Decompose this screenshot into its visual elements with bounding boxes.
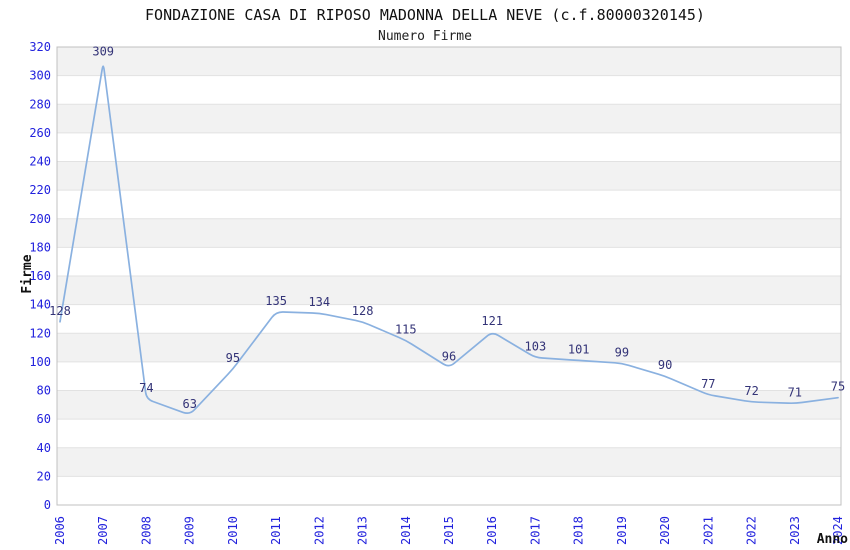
y-tick-label: 0 [44, 498, 51, 512]
x-tick-label: 2024 [831, 516, 845, 545]
chart-subtitle: Numero Firme [378, 29, 472, 44]
x-tick-label: 2011 [269, 516, 283, 545]
y-tick-label: 120 [29, 326, 51, 340]
plot-band [57, 161, 841, 191]
x-tick-label: 2014 [399, 516, 413, 545]
point-value-label: 77 [701, 377, 715, 391]
point-value-label: 101 [568, 342, 590, 356]
plot-band [57, 333, 841, 362]
point-value-label: 71 [788, 385, 802, 399]
point-value-label: 128 [352, 304, 374, 318]
x-tick-label: 2018 [572, 516, 586, 545]
x-tick-label: 2012 [312, 516, 326, 545]
y-tick-label: 220 [29, 183, 51, 197]
plot-bands [57, 47, 841, 477]
y-axis-title: Firme [20, 254, 35, 293]
x-tick-label: 2020 [658, 516, 672, 545]
x-tick-label: 2021 [701, 516, 715, 545]
y-tick-label: 320 [29, 40, 51, 54]
point-value-label: 72 [744, 384, 758, 398]
x-axis-title: Anno [817, 532, 848, 547]
point-value-label: 134 [308, 295, 330, 309]
x-tick-label: 2015 [442, 516, 456, 545]
point-value-label: 95 [226, 351, 240, 365]
x-tick-label: 2006 [53, 516, 67, 545]
y-tick-label: 160 [29, 269, 51, 283]
x-tick-label: 2010 [226, 516, 240, 545]
x-tick-label: 2017 [528, 516, 542, 545]
point-value-label: 103 [525, 340, 547, 354]
point-value-label: 128 [49, 304, 71, 318]
y-tick-label: 80 [37, 384, 51, 398]
series-line [59, 65, 839, 414]
gridlines [57, 75, 841, 477]
y-tick-label: 20 [37, 469, 51, 483]
y-tick-label: 180 [29, 240, 51, 254]
x-tick-label: 2022 [745, 516, 759, 545]
point-value-label: 75 [831, 380, 845, 394]
y-tick-label: 300 [29, 69, 51, 83]
x-tick-label: 2013 [356, 516, 370, 545]
x-tick-label: 2009 [183, 516, 197, 545]
y-axis-tick-labels: 0 20 40 60 80 100 120 140 160 180 200 220 240 260 280 3… [29, 40, 51, 512]
x-tick-label: 2008 [139, 516, 153, 545]
point-value-label: 121 [481, 314, 503, 328]
x-tick-label: 2007 [96, 516, 110, 545]
point-value-label: 74 [139, 381, 153, 395]
point-value-label: 99 [615, 345, 629, 359]
y-tick-label: 200 [29, 212, 51, 226]
y-tick-label: 280 [29, 97, 51, 111]
plot-band [57, 276, 841, 305]
plot-band [57, 390, 841, 420]
plot-band [57, 47, 841, 76]
point-value-label: 63 [182, 397, 196, 411]
point-value-label: 96 [442, 350, 456, 364]
plot-band [57, 104, 841, 133]
chart-title: FONDAZIONE CASA DI RIPOSO MADONNA DELLA … [145, 6, 705, 24]
plot-band [57, 447, 841, 477]
x-tick-label: 2016 [485, 516, 499, 545]
point-value-label: 115 [395, 322, 417, 336]
y-tick-label: 60 [37, 412, 51, 426]
x-tick-label: 2023 [788, 516, 802, 545]
plot-border [56, 46, 842, 506]
y-tick-label: 40 [37, 441, 51, 455]
y-tick-label: 240 [29, 155, 51, 169]
x-axis-tick-labels: 2006 2007 2008 2009 2010 2011 2012 2013 2014 2015… [53, 516, 845, 545]
point-value-label: 135 [265, 294, 287, 308]
plot-band [57, 218, 841, 248]
x-tick-label: 2019 [615, 516, 629, 545]
point-value-label: 309 [92, 45, 114, 59]
point-labels: 128 309 74 63 95 135 134 128 115 96 121 103 101 99 90 7… [49, 45, 845, 411]
point-value-label: 90 [658, 358, 672, 372]
y-tick-label: 260 [29, 126, 51, 140]
y-tick-label: 100 [29, 355, 51, 369]
y-tick-label: 140 [29, 298, 51, 312]
